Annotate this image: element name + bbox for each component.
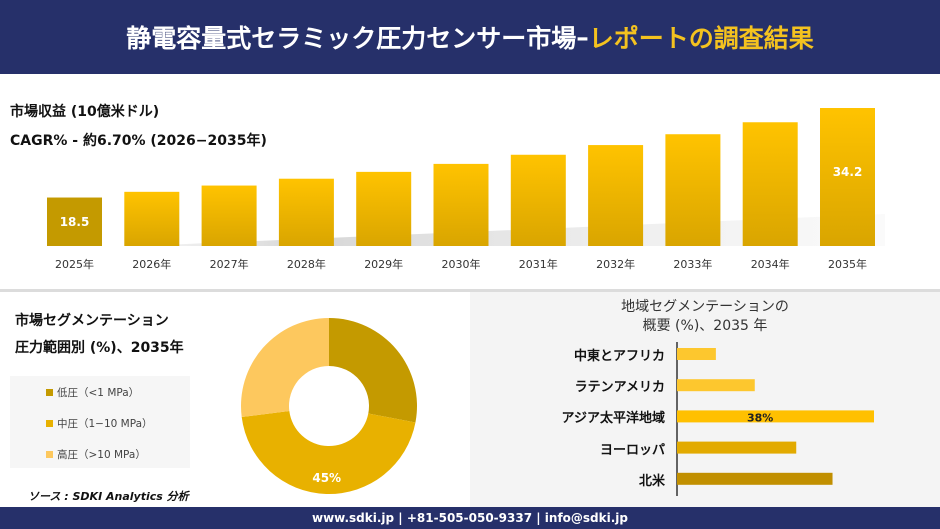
header-sep: – xyxy=(576,22,589,52)
cagr-label: CAGR% - 約6.70% (2026−2035年) xyxy=(10,133,267,149)
section-divider xyxy=(0,289,940,292)
revenue-bar xyxy=(742,122,798,246)
legend-swatch xyxy=(46,389,53,396)
x-tick-label: 2031年 xyxy=(519,257,558,271)
region-label: 中東とアフリカ xyxy=(573,349,665,364)
header-title: 静電容量式セラミック圧力センサー市場 xyxy=(126,24,577,53)
region-bar xyxy=(677,379,755,392)
revenue-label: 市場収益 (10億米ドル) xyxy=(10,104,160,120)
revenue-bar xyxy=(201,185,257,246)
report-header: 静電容量式セラミック圧力センサー市場 – レポートの調査結果 xyxy=(0,0,940,74)
x-tick-label: 2028年 xyxy=(287,257,326,271)
donut-data-label: 45% xyxy=(312,471,341,485)
donut-slice xyxy=(241,318,329,418)
legend-label: 低圧（<1 MPa） xyxy=(57,387,140,399)
region-label: アジア太平洋地域 xyxy=(561,411,665,427)
region-bar xyxy=(677,410,874,423)
revenue-bar xyxy=(665,134,721,246)
region-label: ラテンアメリカ xyxy=(574,380,665,396)
header-highlight: レポートの調査結果 xyxy=(588,24,814,53)
x-tick-label: 2030年 xyxy=(442,257,481,271)
legend-label: 中圧（1−10 MPa） xyxy=(57,418,153,430)
x-tick-label: 2034年 xyxy=(751,257,790,271)
revenue-bar xyxy=(820,108,875,246)
x-tick-label: 2025年 xyxy=(55,257,94,271)
legend-swatch xyxy=(46,420,53,427)
x-tick-label: 2027年 xyxy=(210,257,249,271)
donut-legend: 低圧（<1 MPa） 中圧（1−10 MPa） 高圧（>10 MPa） xyxy=(10,376,190,468)
bar-data-label: 18.5 xyxy=(60,215,90,229)
contact-footer: www.sdki.jp | +81-505-050-9337 | info@sd… xyxy=(0,507,940,529)
x-tick-label: 2035年 xyxy=(828,257,867,271)
region-title-line2: 概要 (%)、2035 年 xyxy=(642,318,768,334)
pressure-segment-panel: 市場セグメンテーション 圧力範囲別 (%)、2035年 低圧（<1 MPa） 中… xyxy=(0,292,470,507)
bar-data-label: 34.2 xyxy=(833,165,863,179)
revenue-section: 市場収益 (10億米ドル) CAGR% - 約6.70% (2026−2035年… xyxy=(0,74,940,290)
segment-title: 市場セグメンテーション xyxy=(15,313,169,329)
revenue-bar xyxy=(278,178,334,246)
x-tick-label: 2032年 xyxy=(596,257,635,271)
segment-subtitle: 圧力範囲別 (%)、2035年 xyxy=(15,340,184,356)
region-title: 地域セグメンテーションの 概要 (%)、2035 年 xyxy=(470,298,940,336)
revenue-bar-chart: 2025年 18.5 2026年 2027年 2028年 2029年 2030年 2031年 2… xyxy=(47,108,885,271)
region-label: ヨーロッパ xyxy=(599,442,665,458)
legend-label: 高圧（>10 MPa） xyxy=(57,449,146,461)
revenue-bar xyxy=(433,163,489,246)
donut-slice xyxy=(329,318,417,423)
region-bar xyxy=(677,348,716,360)
x-tick-label: 2029年 xyxy=(364,257,403,271)
donut-slice xyxy=(241,411,416,495)
region-label: 北米 xyxy=(638,473,665,489)
region-bar xyxy=(677,472,833,485)
revenue-bar xyxy=(588,145,644,246)
x-tick-label: 2033年 xyxy=(673,257,712,271)
region-bar-chart: 38% xyxy=(676,342,874,496)
x-tick-label: 2026年 xyxy=(132,257,171,271)
legend-item-mid: 中圧（1−10 MPa） xyxy=(46,416,153,431)
legend-swatch xyxy=(46,451,53,458)
revenue-bar xyxy=(510,154,566,246)
region-data-label: 38% xyxy=(747,411,773,424)
revenue-bar xyxy=(356,171,412,246)
revenue-bar xyxy=(124,191,180,246)
region-segment-panel: 地域セグメンテーションの 概要 (%)、2035 年 38% 中東とアフリカ ラテン… xyxy=(470,292,940,507)
legend-item-low: 低圧（<1 MPa） xyxy=(46,385,139,400)
pressure-donut-chart: 45% xyxy=(241,318,417,495)
source-note: ソース : SDKI Analytics 分析 xyxy=(28,490,189,503)
revenue-bar xyxy=(47,197,102,246)
region-bar xyxy=(677,441,797,454)
legend-item-high: 高圧（>10 MPa） xyxy=(46,447,146,462)
region-title-line1: 地域セグメンテーションの xyxy=(621,299,789,315)
